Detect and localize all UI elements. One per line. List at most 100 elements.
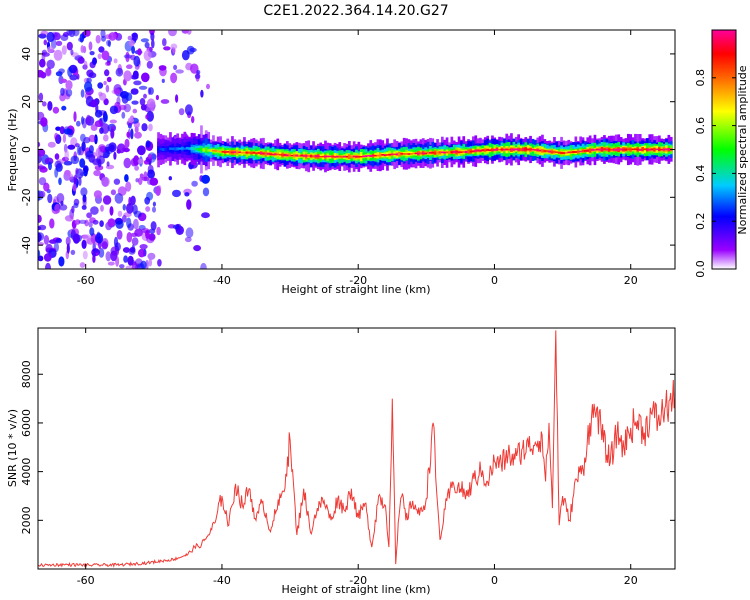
ridge-cell — [357, 155, 361, 158]
noise-speckle — [152, 206, 156, 213]
noise-speckle — [186, 30, 192, 35]
noise-speckle — [127, 255, 134, 266]
x-tick-label: -60 — [77, 274, 95, 287]
noise-speckle — [43, 253, 52, 262]
noise-speckle — [66, 41, 73, 51]
noise-speckle — [58, 68, 65, 74]
ridge-cell — [569, 151, 573, 154]
ridge-cell — [383, 154, 387, 157]
ridge-cell — [240, 151, 244, 154]
ridge-cell — [467, 150, 470, 153]
noise-speckle — [92, 219, 99, 225]
ridge-cell — [374, 154, 377, 157]
noise-speckle — [125, 92, 133, 101]
ridge-cell — [607, 148, 611, 151]
noise-speckle — [122, 247, 130, 253]
ridge-cell — [193, 147, 196, 151]
noise-speckle — [38, 92, 44, 102]
ridge-cell — [514, 148, 518, 151]
noise-speckle — [201, 212, 210, 219]
noise-speckle — [109, 119, 118, 124]
noise-speckle — [42, 101, 47, 107]
snr-panel: -60 -40 -20 0 20 2000 4000 6000 8000 Height of … — [6, 327, 676, 596]
noise-speckle — [92, 57, 97, 65]
ridge-cell — [653, 148, 656, 151]
noise-speckle — [76, 120, 81, 127]
noise-speckle — [55, 126, 61, 131]
noise-speckle — [134, 131, 142, 139]
ridge-cell — [204, 148, 208, 152]
ridge-cell — [305, 155, 308, 157]
noise-speckle — [115, 220, 124, 229]
noise-speckle — [184, 104, 193, 116]
noise-speckle — [89, 51, 95, 56]
ridge-cell — [386, 154, 389, 156]
noise-speckle — [185, 62, 193, 71]
ridge-cell — [390, 153, 394, 156]
ridge-cell — [278, 154, 282, 156]
noise-speckle — [152, 201, 156, 207]
noise-speckle — [71, 205, 75, 214]
noise-speckle — [78, 176, 82, 186]
noise-speckle — [65, 88, 73, 97]
ridge-cell — [169, 147, 172, 150]
noise-speckle — [175, 94, 179, 103]
noise-speckle — [48, 161, 52, 171]
ridge-cell — [574, 151, 578, 153]
noise-speckle — [70, 49, 74, 56]
noise-speckle — [73, 111, 77, 122]
ridge-cell — [665, 148, 668, 151]
ridge-cell — [417, 152, 420, 155]
noise-speckle — [67, 173, 74, 180]
ridge-cell — [359, 156, 363, 158]
noise-speckle — [88, 41, 93, 51]
ridge-cell — [448, 151, 451, 154]
noise-speckle — [149, 47, 153, 52]
noise-speckle — [161, 78, 165, 83]
noise-speckle — [134, 228, 143, 237]
noise-speckle — [168, 176, 172, 181]
ridge-cell — [507, 148, 511, 151]
ridge-cell — [536, 149, 540, 151]
noise-speckle — [126, 203, 134, 214]
noise-speckle — [54, 153, 60, 160]
noise-speckle — [194, 73, 201, 79]
ridge-cell — [627, 148, 630, 150]
noise-speckle — [148, 258, 153, 267]
spectrogram-y-label: Frequency (Hz) — [6, 109, 19, 192]
noise-speckle — [106, 161, 110, 167]
ridge-cell — [331, 155, 334, 158]
ridge-cell — [257, 151, 261, 154]
ridge-cell — [619, 148, 623, 151]
noise-speckle — [156, 226, 161, 236]
ridge-cell — [224, 151, 227, 153]
ridge-cell — [362, 155, 365, 158]
ridge-cell — [634, 148, 637, 151]
noise-speckle — [63, 128, 73, 135]
x-tick-label: -40 — [213, 574, 231, 587]
noise-speckle — [83, 60, 88, 70]
noise-speckle — [86, 236, 91, 244]
noise-speckle — [110, 246, 118, 256]
ridge-cell — [190, 147, 194, 151]
ridge-cell — [548, 150, 551, 153]
noise-speckle — [130, 128, 134, 140]
snr-y-ticks: 2000 4000 6000 8000 — [20, 360, 675, 534]
snr-y-label: SNR (10 * v/v) — [6, 409, 19, 487]
ridge-cell — [302, 155, 306, 157]
noise-speckle — [150, 221, 157, 231]
ridge-cell — [381, 154, 385, 156]
noise-speckle — [60, 34, 69, 41]
y-tick-label: 8000 — [20, 360, 33, 388]
noise-speckle — [67, 144, 76, 150]
ridge-cell — [491, 148, 494, 152]
noise-speckle — [119, 264, 125, 269]
noise-speckle — [82, 46, 87, 54]
ridge-cell — [495, 148, 499, 151]
ridge-cell — [200, 148, 203, 151]
noise-speckle — [137, 158, 144, 164]
ridge-cell — [348, 156, 351, 158]
noise-speckle — [125, 181, 132, 192]
noise-speckle — [138, 177, 143, 186]
ridge-cell — [662, 148, 666, 151]
